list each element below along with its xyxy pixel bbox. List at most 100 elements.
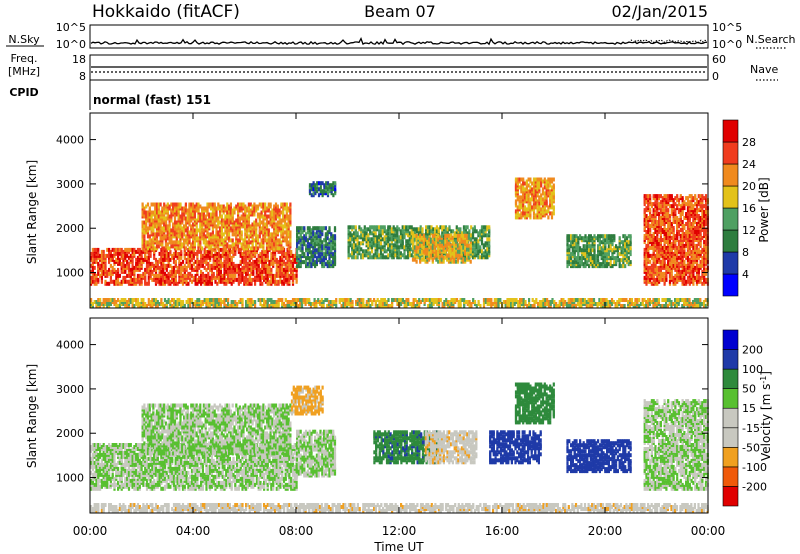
power-cell-r1 [148,238,151,243]
power-cell-r1 [210,232,213,237]
power-cell-r1 [229,220,232,225]
power-cell-r0 [293,267,296,272]
power-cell-r1 [157,218,160,223]
power-cell-r1 [238,216,241,221]
power-cell-r1 [249,240,252,245]
power-cell-r1 [161,246,164,251]
power-cell-r0 [288,277,291,282]
power-cell-r0 [282,267,286,272]
power-cell-r3 [334,181,337,186]
power-cell-r1 [145,240,148,245]
power-cell-r0 [162,251,165,256]
power-cell-r0 [236,263,239,268]
power-cell-r5 [413,245,416,250]
power-cell-r2 [321,252,324,257]
power-cell-r5 [444,233,447,238]
power-cell-r3 [321,181,324,186]
power-cell-r4 [370,249,374,254]
power-cell-r1 [170,214,173,219]
power-cell-r0 [106,269,109,274]
power-cell-r4 [369,229,372,234]
power-cell-r0 [212,253,215,258]
power-cell-r1 [183,238,186,243]
power-cell-r0 [129,271,132,276]
power-cell-r6 [514,177,518,182]
power-cell-r4 [389,249,392,254]
power-cell-r0 [241,251,244,256]
power-cell-r1 [155,244,159,249]
power-cell-r3 [323,183,326,188]
power-cell-r0 [266,281,269,286]
power-cell-r0 [266,253,269,258]
power-cell-r1 [145,228,148,233]
power-cell-r1 [154,232,157,237]
power-cell-r0 [264,249,267,254]
power-cell-r0 [221,273,224,278]
power-cell-r0 [163,263,167,268]
power-cell-r6 [536,187,539,192]
power-cell-r1 [226,206,229,211]
power-cell-r1 [289,230,292,235]
power-cell-r0 [200,263,203,268]
power-cell-r1 [143,238,146,243]
power-cell-r1 [264,202,267,207]
power-cell-r4 [407,249,410,254]
power-cell-r0 [201,277,204,282]
noise-panel-frame [89,24,709,49]
power-cell-r0 [172,265,176,270]
power-cell-r5 [455,233,458,238]
power-cell-r0 [100,257,103,262]
power-cell-r1 [219,204,222,209]
power-cell-r0 [142,257,145,262]
power-cell-r0 [270,261,273,266]
power-cell-r5 [453,233,456,238]
power-cell-r6 [543,201,546,206]
power-cell-r1 [146,246,150,251]
power-cell-r0 [205,259,208,264]
power-cell-r0 [113,267,116,272]
power-cell-r0 [97,251,100,256]
power-cell-r0 [212,271,215,276]
power-cell-r4 [379,225,383,230]
noise-right-label: N.Search [746,33,796,46]
power-cell-r6 [518,203,521,208]
power-cell-r1 [244,216,247,221]
power-cell-r1 [233,228,236,233]
power-cell-r1 [222,218,225,223]
power-cell-r0 [190,263,194,268]
power-cell-r1 [159,242,162,247]
power-cell-r2 [330,254,333,259]
power-cell-r8 [659,232,662,236]
power-cell-r4 [352,245,356,250]
power-cell-r1 [163,234,166,239]
power-cell-r2 [312,250,315,255]
power-cell-r6 [523,205,527,210]
power-cell-r2 [299,238,302,243]
power-cell-r0 [136,273,140,278]
power-cell-r0 [181,259,185,264]
power-cell-r2 [315,256,318,261]
power-cell-r4 [475,253,478,258]
power-cell-r0 [189,277,192,282]
power-cell-r7 [618,252,621,257]
power-cell-r4 [457,227,460,232]
power-cell-r0 [127,279,131,284]
power-cell-r1 [148,226,151,231]
power-cell-r2 [324,248,327,253]
power-cell-r1 [201,234,204,239]
power-cell-r5 [428,257,431,262]
power-cell-r0 [176,265,179,270]
power-cell-r4 [401,229,404,234]
power-cell-r1 [204,242,207,247]
power-cell-r1 [264,212,267,217]
power-cell-r0 [129,279,132,284]
power-cell-r5 [446,233,449,238]
power-cell-r4 [378,229,381,234]
power-cell-r6 [518,199,521,204]
power-cell-r0 [212,257,215,262]
power-cell-r5 [464,233,467,238]
power-cell-r0 [284,251,287,256]
power-cell-r0 [140,273,143,278]
power-cell-r1 [226,220,229,225]
power-cell-r1 [163,228,166,233]
